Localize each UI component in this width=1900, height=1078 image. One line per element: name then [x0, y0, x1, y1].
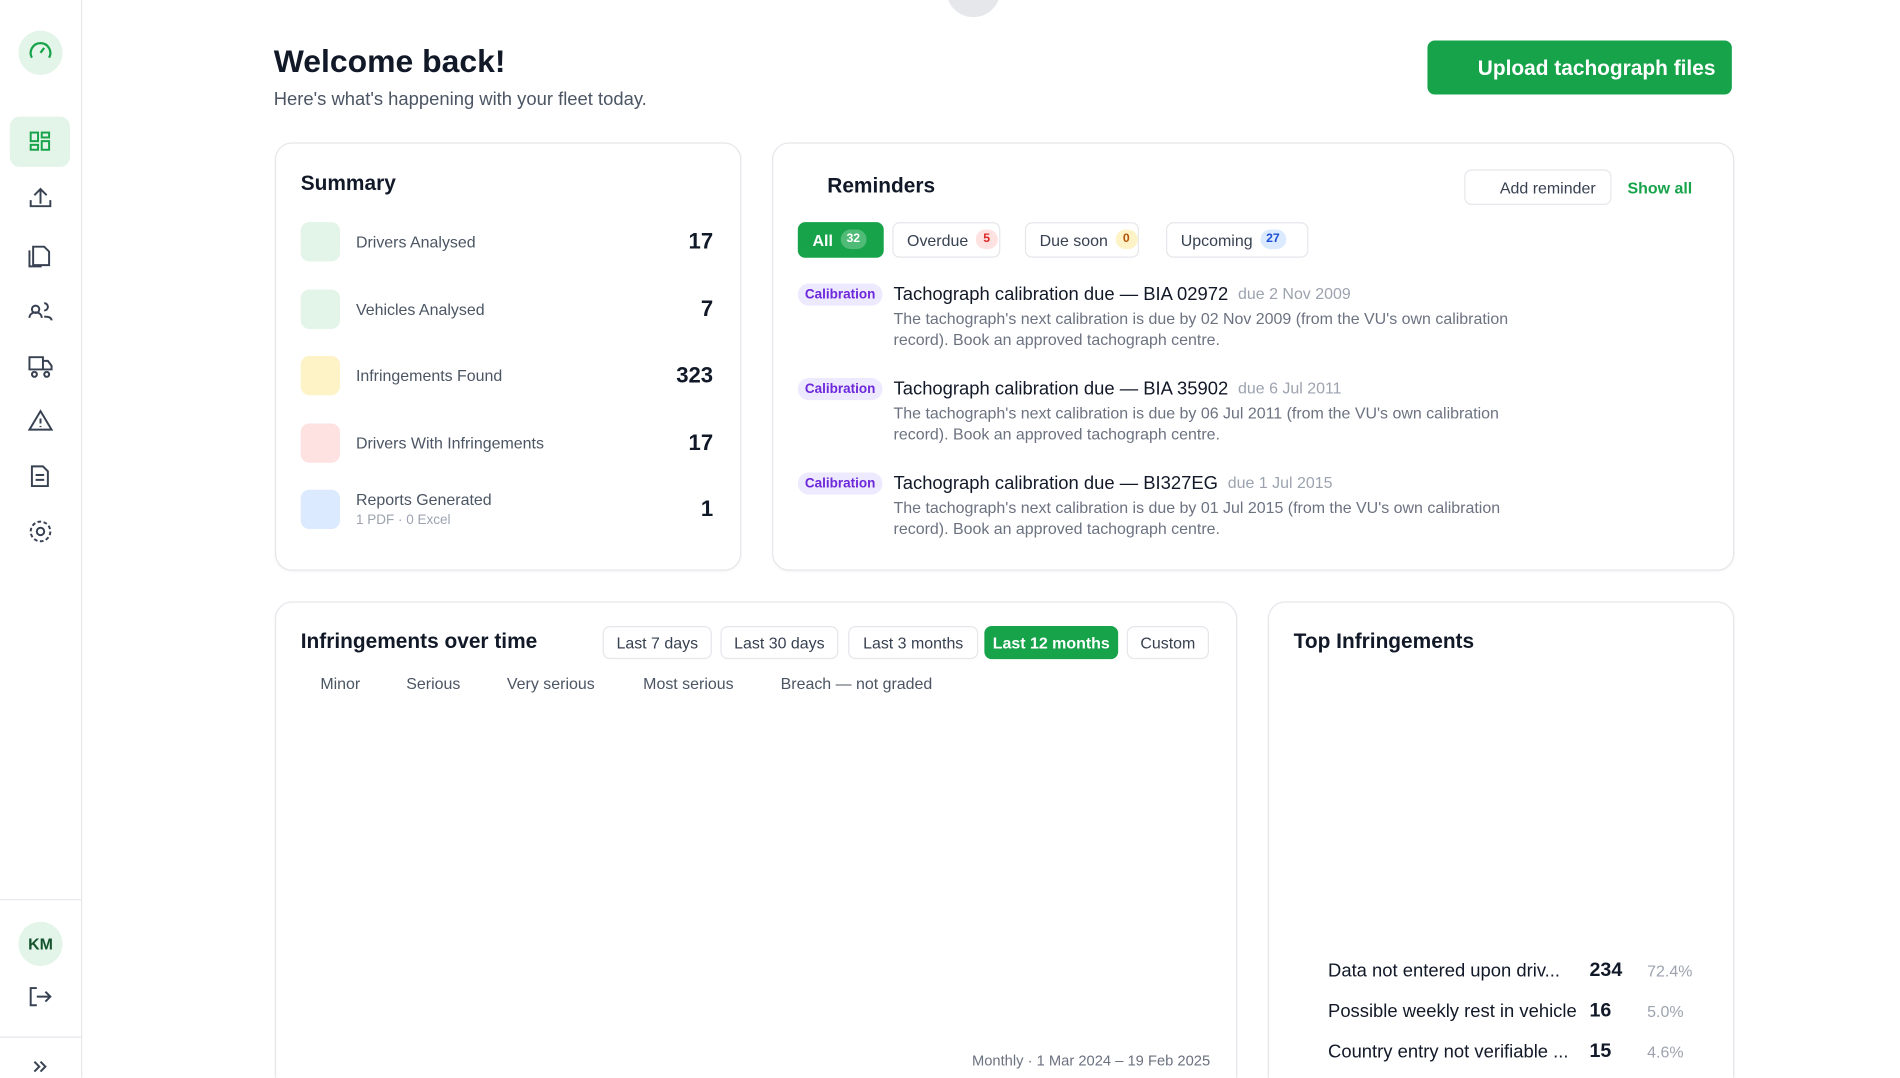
- pie-legend-percent: 4.6%: [1647, 1042, 1684, 1062]
- summary-value: 323: [676, 362, 714, 388]
- pie-legend-value: 234: [1589, 959, 1623, 981]
- add-reminder-label[interactable]: Add reminder: [1499, 177, 1596, 197]
- pie-legend-value: 15: [1589, 1040, 1612, 1062]
- reminder-due: due 6 Jul 2011: [1238, 378, 1342, 398]
- reminder-text: The tachograph's next calibration is due…: [893, 309, 1509, 349]
- avatar[interactable]: [18, 921, 63, 966]
- reminders-card: [772, 142, 1735, 571]
- reminder-title: Tachograph calibration due — BIA 35902: [893, 378, 1229, 400]
- time-range-label[interactable]: Last 3 months: [863, 633, 964, 652]
- page-title: Welcome back!: [273, 42, 506, 80]
- time-range-button[interactable]: [602, 625, 712, 660]
- summary-label: Vehicles Analysed: [355, 299, 485, 318]
- time-range-button[interactable]: [984, 625, 1119, 660]
- reminder-tab-badge: 32: [840, 229, 867, 250]
- nav-logout[interactable]: [29, 987, 52, 1007]
- logo-icon: [29, 42, 52, 59]
- legend-label: Breach — not graded: [780, 674, 933, 693]
- nav-settings[interactable]: [35, 526, 46, 537]
- summary-icon: [300, 422, 340, 463]
- add-reminder-button[interactable]: [1464, 169, 1612, 205]
- summary-title: Summary: [300, 171, 396, 196]
- avatar-initials: KM: [28, 936, 53, 953]
- reminder-due: due 1 Jul 2015: [1227, 473, 1333, 492]
- nav-upload[interactable]: [29, 187, 52, 208]
- summary-icon: [300, 355, 340, 396]
- time-range-label[interactable]: Last 7 days: [616, 633, 699, 652]
- nav-vehicles[interactable]: [28, 356, 53, 378]
- legend-label: Serious: [406, 674, 461, 693]
- pie-title: Top Infringements: [1293, 629, 1475, 653]
- reminder-tag: Calibration: [797, 472, 883, 495]
- summary-value: 17: [688, 429, 714, 455]
- reminder-title: Tachograph calibration due — BIA 02972: [893, 284, 1229, 306]
- upload-button[interactable]: [1427, 40, 1732, 95]
- pie-legend-label: Data not entered upon driv...: [1328, 960, 1561, 982]
- summary-label: Infringements Found: [355, 366, 503, 385]
- summary-icon: [300, 289, 340, 329]
- upload-button-label[interactable]: Upload tachograph files: [1477, 56, 1716, 80]
- legend-label: Minor: [320, 674, 361, 693]
- chart-note: Monthly · 1 Mar 2024 – 19 Feb 2025: [971, 1051, 1211, 1070]
- pie-legend-label: Possible weekly rest in vehicle: [1328, 1000, 1577, 1022]
- reminder-title: Tachograph calibration due — BI327EG: [893, 473, 1218, 495]
- reminder-tab[interactable]: [797, 222, 884, 258]
- chart-title: Infringements over time: [300, 629, 538, 653]
- summary-label: Drivers Analysed: [355, 232, 476, 252]
- reminder-tab-label[interactable]: Upcoming: [1180, 230, 1253, 250]
- summary-value: 7: [700, 295, 714, 321]
- reminder-tab-badge: 5: [975, 229, 998, 250]
- reminder-due: due 2 Nov 2009: [1238, 284, 1351, 303]
- nav-reports[interactable]: [30, 465, 49, 488]
- time-range-button[interactable]: [1126, 625, 1209, 660]
- pie-legend-label: Country entry not verifiable ...: [1328, 1041, 1569, 1063]
- pie-legend-value: 16: [1589, 1000, 1612, 1022]
- page-subtitle: Here's what's happening with your fleet …: [273, 88, 647, 110]
- reminder-tab-label[interactable]: All: [812, 230, 833, 250]
- nav-infringements[interactable]: [27, 409, 54, 431]
- summary-label: Reports Generated: [355, 490, 492, 509]
- time-range-button[interactable]: [720, 625, 839, 660]
- summary-value: 17: [688, 228, 714, 254]
- nav-settings-ring[interactable]: [29, 520, 52, 543]
- summary-icon: [300, 489, 340, 530]
- summary-icon: [300, 222, 340, 262]
- legend-label: Very serious: [506, 674, 595, 693]
- time-range-label[interactable]: Custom: [1140, 633, 1196, 652]
- reminder-tab-label[interactable]: Due soon: [1039, 230, 1108, 250]
- nav-active[interactable]: [9, 116, 70, 167]
- chart-card: [274, 601, 1238, 1078]
- nav-dashboard[interactable]: [29, 131, 51, 151]
- reminder-tag: Calibration: [797, 283, 883, 306]
- time-range-label[interactable]: Last 12 months: [992, 633, 1110, 652]
- reminder-tag: Calibration: [797, 378, 883, 401]
- reminder-tab-badge: 0: [1115, 229, 1138, 250]
- nav-expand[interactable]: [33, 1060, 47, 1073]
- summary-sub: 1 PDF · 0 Excel: [355, 513, 451, 528]
- reminder-text: The tachograph's next calibration is due…: [893, 498, 1501, 538]
- summary-value: 1: [700, 496, 714, 522]
- time-range-label[interactable]: Last 30 days: [734, 633, 825, 652]
- show-all-link[interactable]: Show all: [1627, 177, 1693, 197]
- reminder-tab-badge: 27: [1259, 229, 1286, 250]
- reminder-text: The tachograph's next calibration is due…: [893, 403, 1499, 444]
- reminder-tab-label[interactable]: Overdue: [907, 230, 969, 250]
- summary-card: [274, 142, 742, 571]
- nav-drivers[interactable]: [28, 302, 53, 321]
- pie-card: [1267, 601, 1735, 1078]
- pie-legend-percent: 5.0%: [1647, 1002, 1684, 1021]
- top-indicator: [948, 0, 999, 18]
- legend-label: Most serious: [643, 674, 734, 693]
- reminders-title: Reminders: [827, 174, 936, 198]
- summary-label: Drivers With Infringements: [355, 433, 544, 452]
- time-range-button[interactable]: [848, 625, 979, 660]
- nav-files[interactable]: [28, 245, 51, 268]
- pie-legend-percent: 72.4%: [1647, 961, 1693, 981]
